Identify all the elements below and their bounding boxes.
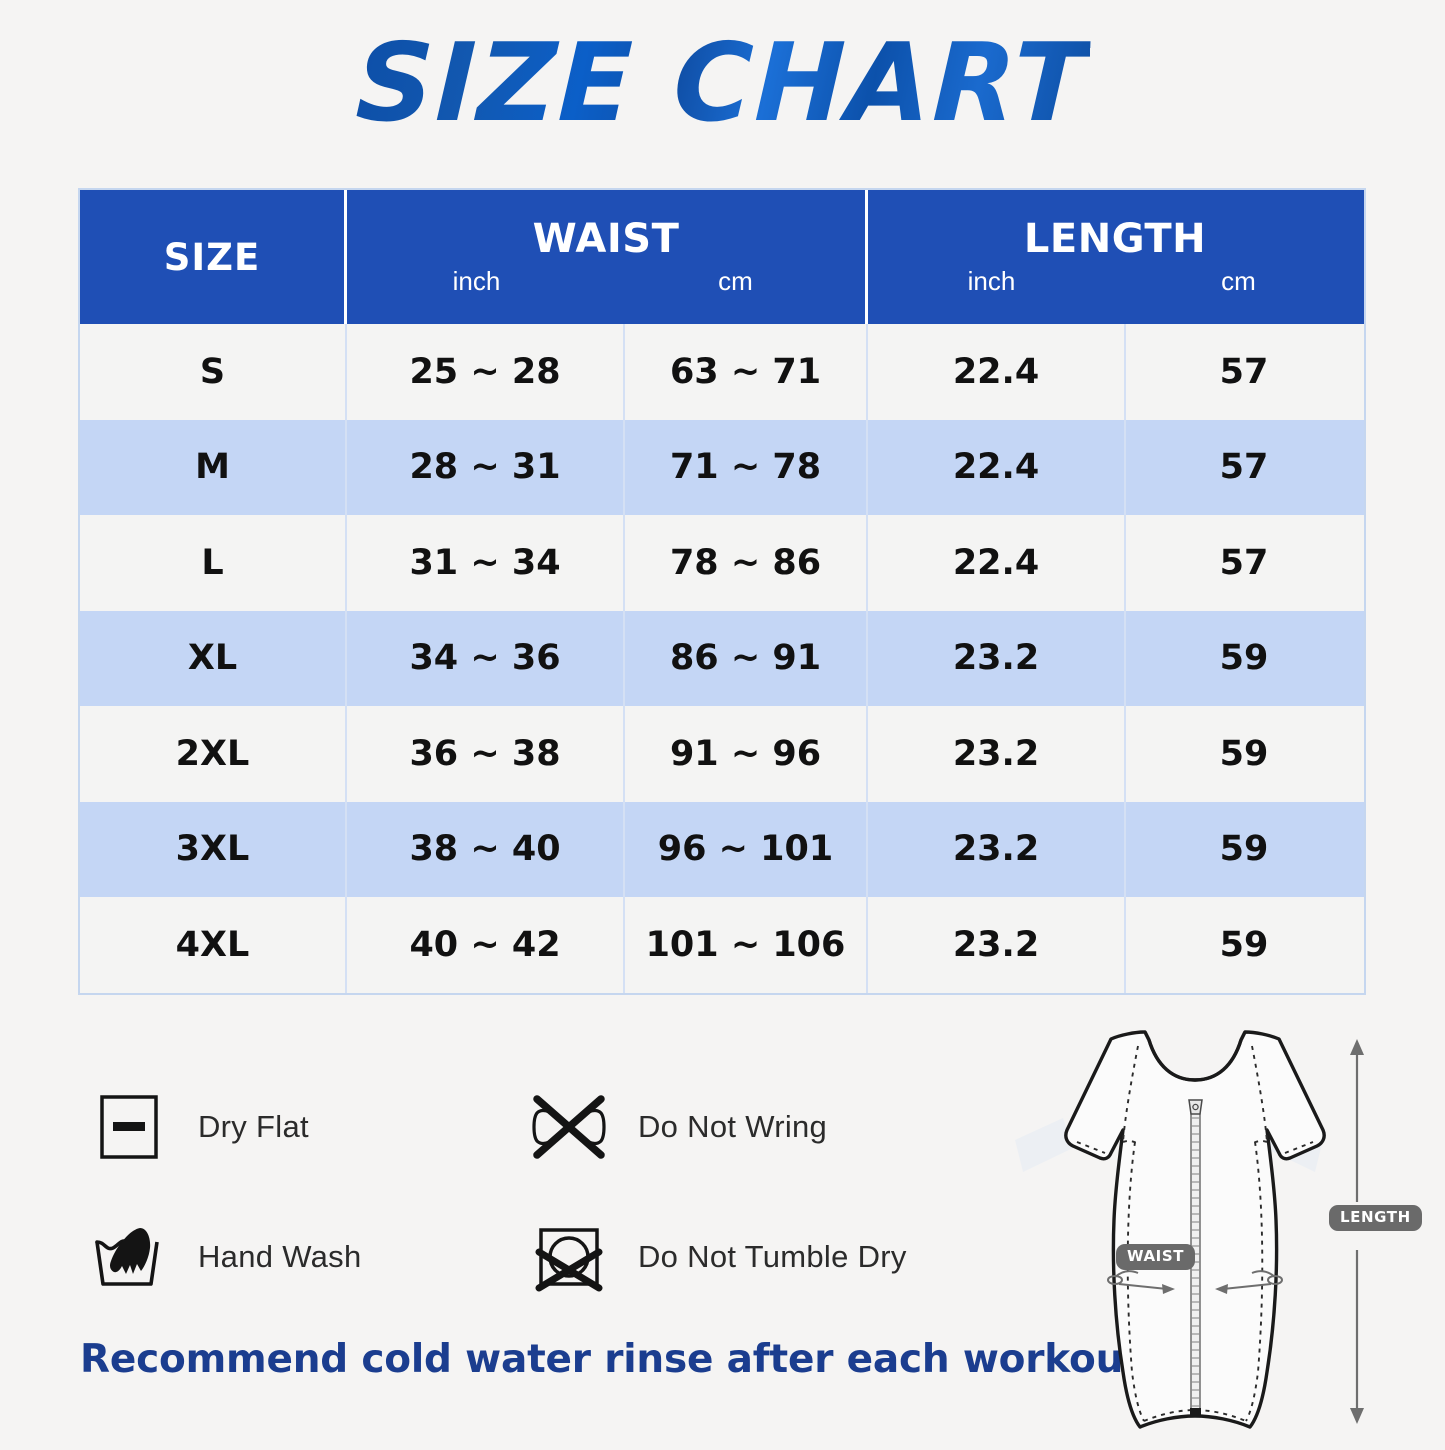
header-group-length: LENGTH inch cm (868, 190, 1362, 324)
table-row: 3XL 38 ~ 40 96 ~ 101 23.2 59 (80, 801, 1364, 897)
care-item-do-not-wring: Do Not Wring (528, 1086, 968, 1168)
zipper (1188, 1099, 1203, 1415)
table-row: XL 34 ~ 36 86 ~ 91 23.2 59 (80, 610, 1364, 706)
header-label-length-cm: cm (1221, 266, 1256, 296)
care-label-dry-flat: Dry Flat (198, 1109, 309, 1144)
cell-length-cm: 59 (1219, 924, 1269, 965)
cell-size: M (80, 419, 347, 515)
cell-length-inch: 23.2 (868, 801, 1126, 897)
cell-waist-inch: 40 ~ 42 (347, 897, 625, 993)
cell-length-inch: 23.2 (868, 897, 1126, 993)
cell-length-inch: 23.2 (868, 706, 1126, 802)
hand-wash-icon (88, 1216, 170, 1298)
care-note: Recommend cold water rinse after each wo… (80, 1337, 1157, 1382)
table-row: 2XL 36 ~ 38 91 ~ 96 23.2 59 (80, 706, 1364, 802)
cell-waist-inch: 31 ~ 34 (347, 515, 625, 611)
care-item-do-not-tumble-dry: Do Not Tumble Dry (528, 1216, 968, 1298)
cell-length-inch: 22.4 (868, 515, 1126, 611)
garment-illustration (1015, 1030, 1364, 1429)
header-label-waist-cm: cm (718, 266, 753, 296)
cell-waist-cm: 63 ~ 71 (625, 324, 868, 420)
cell-length-cm: 59 (1219, 638, 1269, 679)
cell-length-cm: 57 (1219, 351, 1269, 392)
header-subrow-waist: inch cm (347, 266, 865, 297)
cell-length-inch: 22.4 (868, 419, 1126, 515)
table-row: M 28 ~ 31 71 ~ 78 22.4 57 (80, 419, 1364, 515)
cell-waist-cm: 101 ~ 106 (625, 897, 868, 993)
cell-size: 3XL (80, 801, 347, 897)
cell-waist-inch: 36 ~ 38 (347, 706, 625, 802)
cell-length-inch: 23.2 (868, 610, 1126, 706)
cell-size: 2XL (80, 706, 347, 802)
header-cell-size: SIZE (80, 190, 347, 324)
waist-measure-arrow (1107, 1270, 1283, 1290)
header-label-waist: WAIST (532, 216, 680, 262)
table-row: 4XL 40 ~ 42 101 ~ 106 23.2 59 (80, 897, 1364, 993)
cell-size: S (80, 324, 347, 420)
header-label-waist-inch: inch (452, 266, 501, 296)
cell-size: L (80, 515, 347, 611)
garment-diagram: WAIST LENGTH (945, 1022, 1445, 1445)
do-not-wring-icon (528, 1086, 610, 1168)
cell-length-cm: 57 (1219, 542, 1269, 583)
cell-waist-cm: 96 ~ 101 (625, 801, 868, 897)
table-row: L 31 ~ 34 78 ~ 86 22.4 57 (80, 515, 1364, 611)
cell-waist-cm: 78 ~ 86 (625, 515, 868, 611)
care-item-dry-flat: Dry Flat (88, 1086, 528, 1168)
cell-waist-cm: 71 ~ 78 (625, 419, 868, 515)
cell-length-cm: 59 (1219, 829, 1269, 870)
table-row: S 25 ~ 28 63 ~ 71 22.4 57 (80, 324, 1364, 420)
care-row-2: Hand Wash Do Not Tumble Dry (88, 1192, 968, 1322)
size-chart-table: SIZE WAIST inch cm LENGTH inch cm S 25 ~… (78, 188, 1366, 995)
header-group-waist: WAIST inch cm (347, 190, 868, 324)
header-label-length: LENGTH (1023, 216, 1207, 262)
header-label-size: SIZE (163, 235, 261, 279)
care-label-do-not-tumble-dry: Do Not Tumble Dry (638, 1239, 907, 1274)
cell-waist-cm: 91 ~ 96 (625, 706, 868, 802)
do-not-tumble-dry-icon (528, 1216, 610, 1298)
cell-waist-cm: 86 ~ 91 (625, 610, 868, 706)
table-body: S 25 ~ 28 63 ~ 71 22.4 57 M 28 ~ 31 71 ~… (80, 324, 1364, 993)
cell-length-inch: 22.4 (868, 324, 1126, 420)
care-item-hand-wash: Hand Wash (88, 1216, 528, 1298)
care-label-hand-wash: Hand Wash (198, 1239, 362, 1274)
cell-size: 4XL (80, 897, 347, 993)
cell-length-cm: 59 (1219, 733, 1269, 774)
table-header-row: SIZE WAIST inch cm LENGTH inch cm (80, 190, 1364, 324)
care-instructions: Dry Flat Do Not Wring Hand Was (88, 1062, 968, 1322)
cell-size: XL (80, 610, 347, 706)
page-title: SIZE CHART (353, 21, 1092, 146)
cell-waist-inch: 38 ~ 40 (347, 801, 625, 897)
waist-badge: WAIST (1116, 1244, 1196, 1270)
cell-waist-inch: 28 ~ 31 (347, 419, 625, 515)
dry-flat-icon (88, 1086, 170, 1168)
cell-length-cm: 57 (1219, 447, 1269, 488)
care-label-do-not-wring: Do Not Wring (638, 1109, 828, 1144)
cell-waist-inch: 34 ~ 36 (347, 610, 625, 706)
length-badge: LENGTH (1329, 1205, 1422, 1231)
cell-waist-inch: 25 ~ 28 (347, 324, 625, 420)
header-label-length-inch: inch (967, 266, 1016, 296)
page-title-container: SIZE CHART (0, 21, 1445, 146)
header-subrow-length: inch cm (868, 266, 1362, 297)
care-row-1: Dry Flat Do Not Wring (88, 1062, 968, 1192)
